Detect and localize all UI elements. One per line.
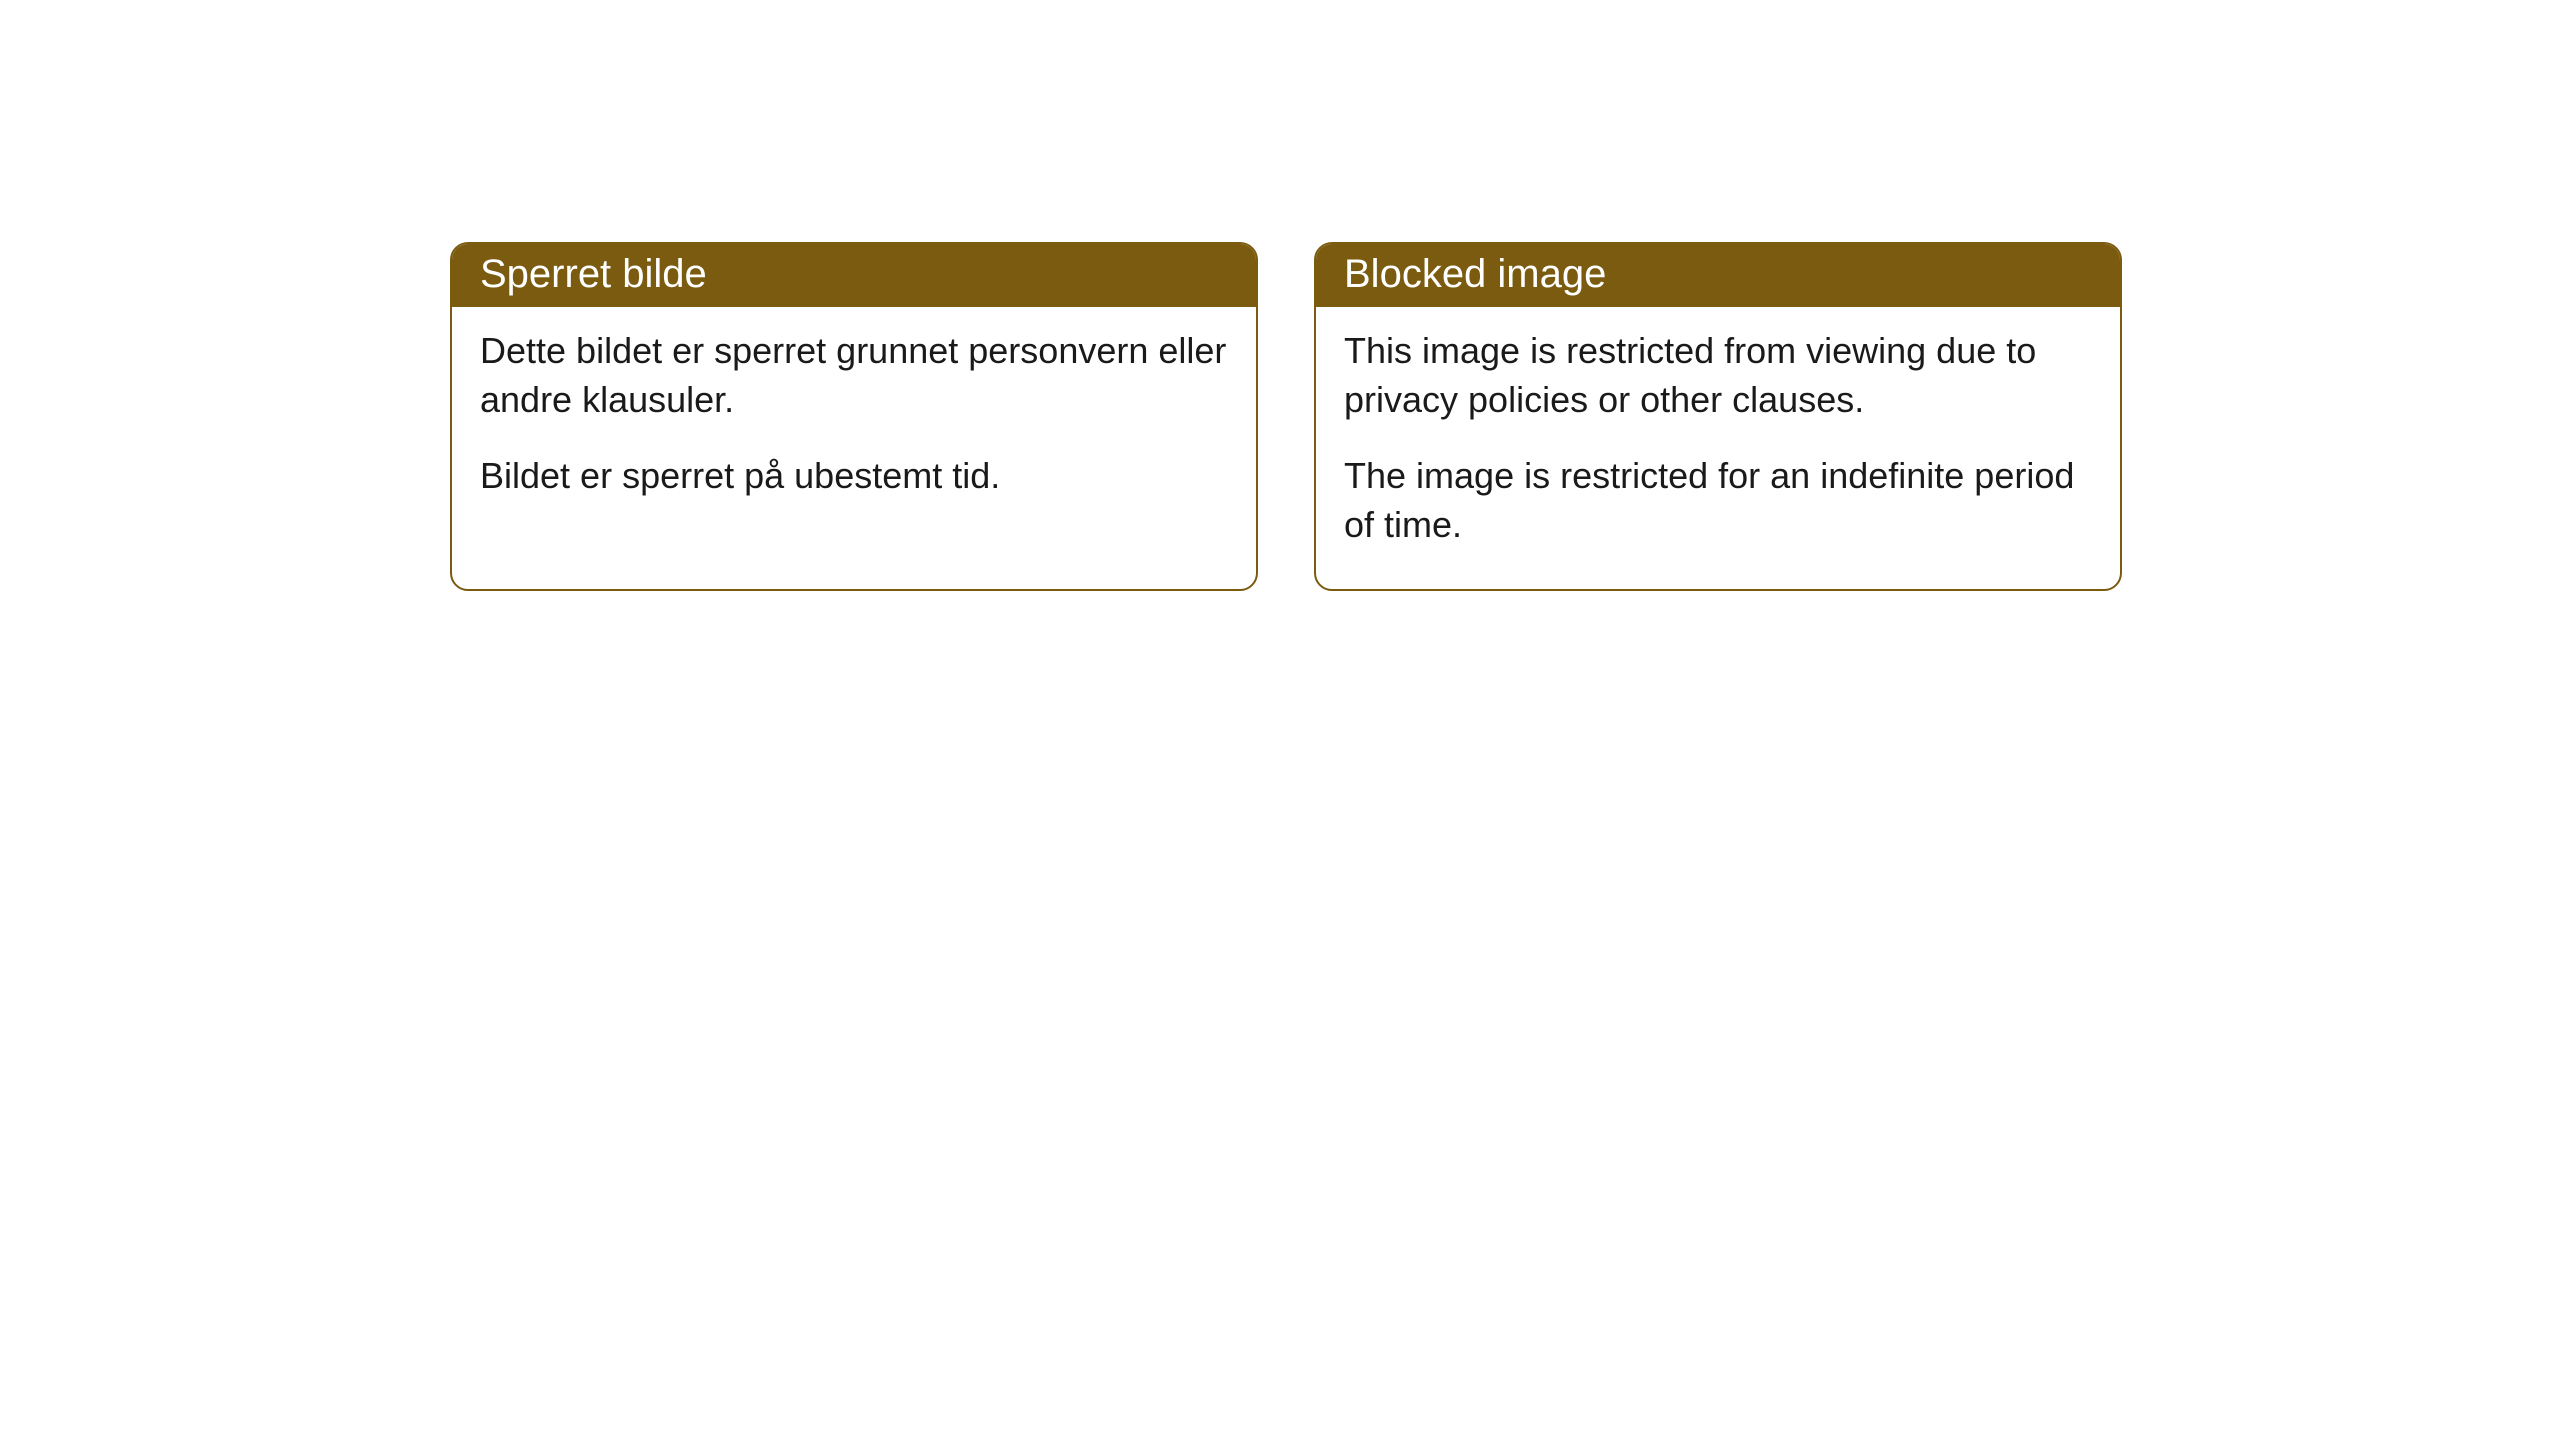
notice-paragraph: Dette bildet er sperret grunnet personve… [480, 327, 1228, 424]
notice-paragraph: Bildet er sperret på ubestemt tid. [480, 452, 1228, 501]
notice-title: Sperret bilde [452, 244, 1256, 307]
notice-paragraph: This image is restricted from viewing du… [1344, 327, 2092, 424]
notice-body: This image is restricted from viewing du… [1316, 307, 2120, 589]
notice-paragraph: The image is restricted for an indefinit… [1344, 452, 2092, 549]
notice-body: Dette bildet er sperret grunnet personve… [452, 307, 1256, 541]
notice-title: Blocked image [1316, 244, 2120, 307]
notice-container: Sperret bilde Dette bildet er sperret gr… [0, 0, 2560, 591]
notice-card-norwegian: Sperret bilde Dette bildet er sperret gr… [450, 242, 1258, 591]
notice-card-english: Blocked image This image is restricted f… [1314, 242, 2122, 591]
